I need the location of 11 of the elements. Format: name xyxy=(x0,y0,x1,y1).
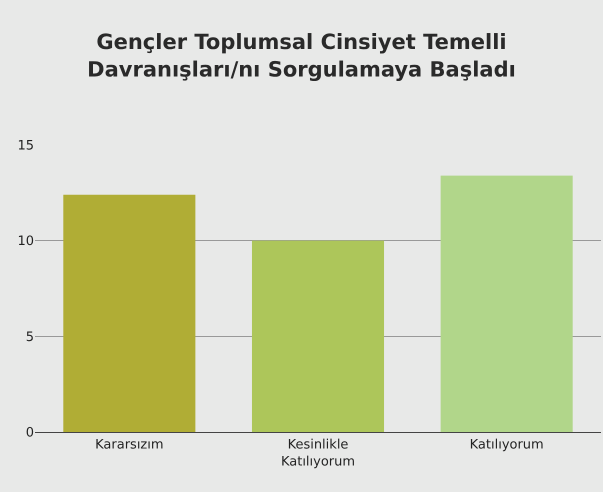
x-tick-label: Katılıyorum xyxy=(470,438,544,453)
bar xyxy=(63,194,196,432)
x-tick-label: Kesinlikle Katılıyorum xyxy=(280,438,356,470)
chart-title: Gençler Toplumsal Cinsiyet Temelli Davranışları/nı Sorgulamaya Başladı xyxy=(87,30,516,82)
y-tick-label: 15 xyxy=(17,138,34,154)
bar xyxy=(252,240,384,432)
x-tick-label: Kararsızım xyxy=(95,438,164,453)
y-tick-label: 5 xyxy=(26,330,34,345)
y-tick-label: 10 xyxy=(17,234,34,250)
y-tick-label: 0 xyxy=(26,426,34,441)
bar xyxy=(440,176,573,432)
